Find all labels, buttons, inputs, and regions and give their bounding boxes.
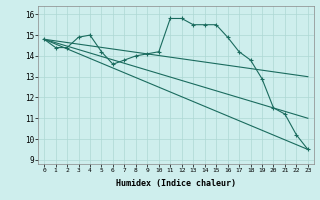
X-axis label: Humidex (Indice chaleur): Humidex (Indice chaleur): [116, 179, 236, 188]
